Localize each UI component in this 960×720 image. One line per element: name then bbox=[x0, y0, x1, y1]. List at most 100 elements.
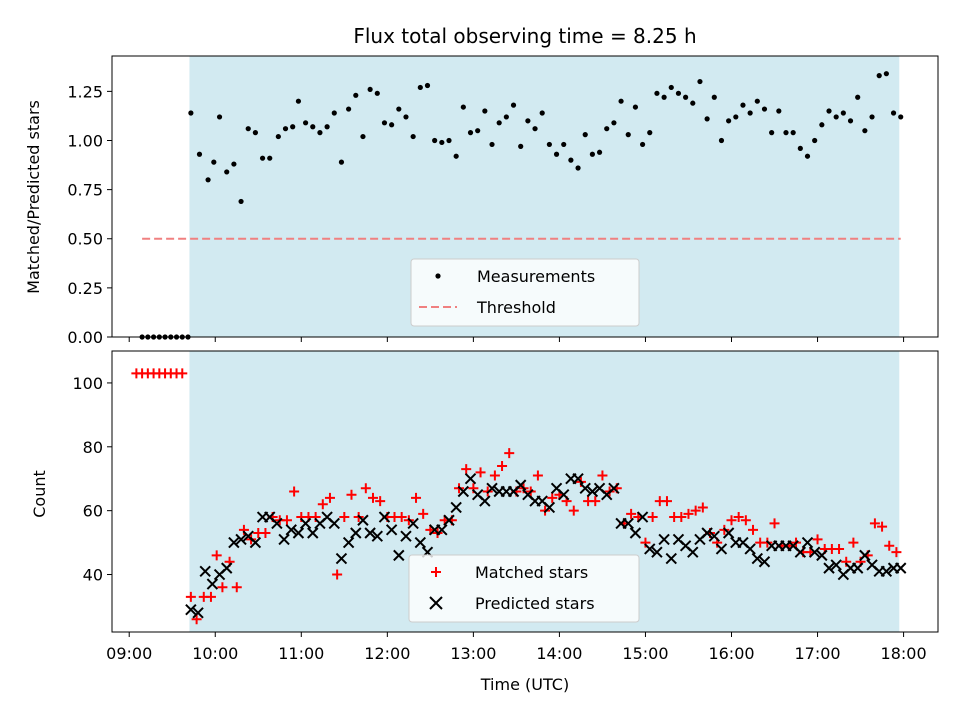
data-point bbox=[221, 562, 233, 574]
data-point bbox=[191, 614, 202, 625]
data-point bbox=[418, 508, 429, 519]
data-point bbox=[211, 550, 222, 561]
data-point bbox=[310, 124, 316, 130]
x-tick-label: 17:00 bbox=[794, 644, 840, 663]
data-point bbox=[267, 155, 273, 161]
data-point bbox=[338, 159, 345, 165]
data-point bbox=[833, 114, 839, 120]
data-point bbox=[278, 533, 290, 546]
data-point bbox=[848, 537, 859, 548]
data-point bbox=[884, 540, 895, 551]
data-point bbox=[794, 546, 807, 558]
data-point bbox=[414, 536, 427, 549]
data-point bbox=[834, 543, 845, 554]
data-point bbox=[357, 514, 369, 526]
data-point bbox=[859, 549, 871, 562]
legend-marker bbox=[435, 273, 441, 279]
data-point bbox=[453, 153, 459, 159]
data-point bbox=[797, 145, 803, 151]
x-tick-label: 16:00 bbox=[708, 644, 754, 663]
data-point bbox=[726, 118, 732, 124]
data-point bbox=[675, 90, 682, 96]
data-point bbox=[676, 512, 687, 523]
data-point bbox=[876, 73, 882, 79]
data-point bbox=[224, 169, 230, 175]
data-point bbox=[400, 530, 412, 542]
data-point bbox=[205, 177, 211, 183]
data-point bbox=[417, 84, 423, 91]
data-point bbox=[342, 536, 355, 549]
data-point bbox=[711, 94, 717, 100]
count-plot: 40 60 80 100 09:00 10:00 11:00 12:00 13:00 14:00 1… bbox=[72, 350, 939, 663]
data-point bbox=[758, 556, 771, 568]
data-point bbox=[568, 157, 574, 163]
data-point bbox=[211, 159, 217, 165]
data-point bbox=[196, 151, 203, 157]
data-point bbox=[748, 524, 759, 535]
data-point bbox=[282, 126, 289, 132]
data-point bbox=[862, 128, 868, 134]
data-point bbox=[880, 565, 893, 578]
data-point bbox=[697, 78, 703, 85]
data-point bbox=[575, 165, 581, 171]
plot-frame bbox=[111, 55, 939, 338]
data-point bbox=[364, 527, 376, 539]
data-point bbox=[823, 562, 835, 574]
data-point bbox=[446, 137, 452, 144]
data-point bbox=[819, 122, 825, 128]
legend-marker bbox=[429, 596, 443, 610]
data-point bbox=[572, 473, 584, 485]
data-point bbox=[504, 448, 515, 459]
data-point bbox=[851, 562, 864, 574]
x-tick-label: 12:00 bbox=[364, 644, 410, 663]
data-point bbox=[177, 368, 188, 379]
data-point bbox=[626, 508, 637, 519]
data-point bbox=[396, 106, 402, 112]
data-point bbox=[790, 130, 796, 136]
series-predicted-stars bbox=[185, 473, 907, 619]
data-point bbox=[285, 524, 297, 536]
data-point bbox=[374, 90, 380, 96]
data-point bbox=[290, 124, 296, 130]
data-point bbox=[651, 546, 663, 558]
data-point bbox=[639, 141, 646, 148]
data-point bbox=[683, 94, 689, 100]
data-point bbox=[332, 569, 343, 580]
data-point bbox=[486, 482, 498, 495]
legend: Measurements Threshold bbox=[410, 258, 640, 327]
data-point bbox=[776, 108, 782, 114]
data-point bbox=[847, 118, 854, 124]
data-point bbox=[740, 515, 751, 526]
y-tick-label: 100 bbox=[72, 374, 103, 393]
data-point bbox=[733, 114, 739, 120]
data-point bbox=[228, 536, 240, 549]
x-tick-label: 18:00 bbox=[881, 644, 927, 663]
data-point bbox=[510, 102, 517, 108]
data-point bbox=[665, 552, 677, 565]
data-point bbox=[371, 530, 384, 542]
data-point bbox=[216, 114, 223, 120]
legend: Matched stars Predicted stars bbox=[408, 554, 640, 623]
data-point bbox=[292, 527, 305, 539]
data-point bbox=[579, 482, 591, 495]
data-point bbox=[754, 98, 760, 104]
data-point bbox=[350, 527, 362, 539]
data-point bbox=[812, 137, 818, 144]
data-point bbox=[407, 517, 419, 530]
x-axis-label: Time (UTC) bbox=[480, 675, 569, 694]
data-point bbox=[252, 130, 259, 136]
data-point bbox=[217, 582, 228, 593]
data-point bbox=[432, 137, 438, 144]
data-point bbox=[668, 84, 674, 91]
y-tick-label: 40 bbox=[83, 566, 103, 585]
data-point bbox=[532, 126, 538, 132]
chart-title: Flux total observing time = 8.25 h bbox=[353, 24, 696, 48]
data-point bbox=[324, 492, 335, 503]
data-point bbox=[346, 489, 357, 500]
data-point bbox=[295, 98, 302, 104]
data-point bbox=[457, 485, 470, 498]
data-point bbox=[895, 562, 907, 574]
data-point bbox=[353, 92, 359, 98]
data-point bbox=[883, 71, 889, 77]
